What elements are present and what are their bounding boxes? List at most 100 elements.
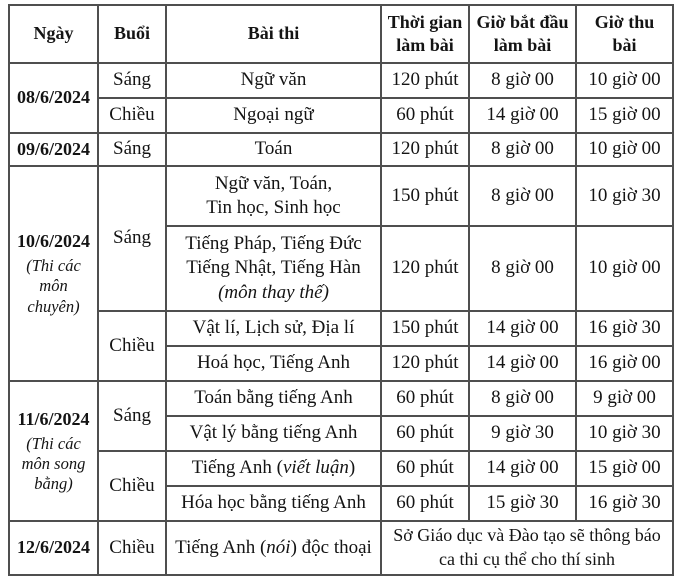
header-collect-line2: bài	[612, 35, 637, 55]
table-row: Chiều Vật lí, Lịch sử, Địa lí 150 phút 1…	[9, 310, 674, 382]
exam-cell: Ngữ văn, Toán, Tin học, Sinh học	[165, 165, 382, 227]
collect-time-cell: 9 giờ 00	[575, 380, 674, 417]
exam-cell: Vật lí, Lịch sử, Địa lí	[165, 310, 382, 347]
header-cell-collect: Giờ thu bài	[575, 4, 674, 64]
date-note: (Thi các môn song bằng)	[21, 433, 86, 494]
exam-cell: Vật lý bằng tiếng Anh	[165, 415, 382, 452]
date-cell-12-6: 12/6/2024	[8, 520, 99, 576]
date-text: 09/6/2024	[16, 138, 90, 159]
start-time-cell: 14 giờ 00	[468, 450, 577, 487]
date-note: (Thi các môn chuyên)	[26, 256, 81, 316]
header-start-line2: làm bài	[493, 35, 552, 55]
exam-cell: Tiếng Pháp, Tiếng Đức Tiếng Nhật, Tiếng …	[165, 225, 382, 312]
exam-cell: Hoá học, Tiếng Anh	[165, 345, 382, 382]
start-time-cell: 14 giờ 00	[468, 97, 577, 134]
start-time-cell: 14 giờ 00	[468, 345, 577, 382]
header-cell-session: Buổi	[97, 4, 167, 64]
table-row: Hóa học bằng tiếng Anh 60 phút 15 giờ 30…	[9, 485, 674, 522]
date-cell-11-6: 11/6/2024 (Thi các môn song bằng)	[8, 380, 99, 522]
session-cell: Sáng	[97, 380, 167, 452]
table-row: Hoá học, Tiếng Anh 120 phút 14 giờ 00 16…	[9, 345, 674, 382]
session-cell: Chiều	[97, 450, 167, 522]
header-row: Ngày Buổi Bài thi Thời gian làm bài Giờ …	[8, 4, 674, 64]
exam-text-pre: Tiếng Anh (	[175, 536, 267, 558]
exam-note: (môn thay thế)	[218, 281, 329, 303]
start-time-cell: 8 giờ 00	[468, 62, 577, 99]
exam-text-post: )	[348, 457, 356, 479]
collect-time-cell: 10 giờ 00	[575, 225, 674, 312]
table-row: Chiều Tiếng Anh (viết luận) 60 phút 14 g…	[9, 450, 674, 522]
exam-cell: Ngữ văn	[165, 62, 382, 99]
table-row: Chiều Ngoại ngữ 60 phút 14 giờ 00 15 giờ…	[9, 97, 674, 134]
exam-schedule-table: Ngày Buổi Bài thi Thời gian làm bài Giờ …	[8, 4, 674, 576]
exam-line1: Ngữ văn, Toán,	[214, 172, 333, 194]
date-cell-09-6: 09/6/2024	[8, 132, 99, 167]
date-cell-08-6: 08/6/2024	[8, 62, 99, 134]
duration-cell: 60 phút	[380, 485, 470, 522]
announcement-cell: Sở Giáo dục và Đào tạo sẽ thông báo ca t…	[380, 520, 674, 576]
exam-text-post: ) độc thoại	[290, 536, 372, 558]
start-time-cell: 8 giờ 00	[468, 165, 577, 227]
date-cell-10-6: 10/6/2024 (Thi các môn chuyên)	[8, 165, 99, 382]
exam-line1: Tiếng Pháp, Tiếng Đức	[185, 233, 362, 255]
date-text: 08/6/2024	[16, 87, 90, 108]
duration-cell: 60 phút	[380, 450, 470, 487]
session-cell: Sáng	[97, 132, 167, 167]
session-cell: Sáng	[97, 62, 167, 99]
exam-cell: Toán	[165, 132, 382, 167]
header-duration-line1: Thời gian	[387, 11, 463, 32]
duration-cell: 150 phút	[380, 310, 470, 347]
exam-text-italic: nói	[266, 536, 291, 558]
exam-line2: Tin học, Sinh học	[206, 197, 341, 218]
start-time-cell: 8 giờ 00	[468, 380, 577, 417]
exam-cell: Toán bằng tiếng Anh	[165, 380, 382, 417]
collect-time-cell: 10 giờ 30	[575, 415, 674, 452]
collect-time-cell: 16 giờ 30	[575, 485, 674, 522]
collect-time-cell: 16 giờ 30	[575, 310, 674, 347]
session-cell: Chiều	[97, 520, 167, 576]
duration-cell: 60 phút	[380, 415, 470, 452]
table-row: 12/6/2024 Chiều Tiếng Anh (nói) độc thoạ…	[8, 520, 674, 576]
date-text: 10/6/2024	[16, 231, 90, 252]
duration-cell: 120 phút	[380, 132, 470, 167]
header-cell-start: Giờ bắt đầu làm bài	[468, 4, 577, 64]
header-collect-line1: Giờ thu	[594, 11, 655, 32]
header-cell-date: Ngày	[8, 4, 99, 64]
exam-text-pre: Tiếng Anh (	[191, 457, 283, 479]
table-row: 08/6/2024 Sáng Ngữ văn 120 phút 8 giờ 00…	[8, 62, 674, 134]
header-cell-exam: Bài thi	[165, 4, 382, 64]
duration-cell: 150 phút	[380, 165, 470, 227]
table-row: Tiếng Pháp, Tiếng Đức Tiếng Nhật, Tiếng …	[9, 225, 674, 312]
start-time-cell: 14 giờ 00	[468, 310, 577, 347]
exam-text-italic: viết luận	[282, 457, 349, 479]
exam-cell: Ngoại ngữ	[165, 97, 382, 134]
collect-time-cell: 10 giờ 00	[575, 132, 674, 167]
start-time-cell: 8 giờ 00	[468, 225, 577, 312]
date-text: 12/6/2024	[16, 537, 90, 558]
exam-cell: Hóa học bằng tiếng Anh	[165, 485, 382, 522]
duration-cell: 120 phút	[380, 225, 470, 312]
collect-time-cell: 15 giờ 00	[575, 450, 674, 487]
collect-time-cell: 10 giờ 00	[575, 62, 674, 99]
start-time-cell: 15 giờ 30	[468, 485, 577, 522]
duration-cell: 120 phút	[380, 345, 470, 382]
header-cell-duration: Thời gian làm bài	[380, 4, 470, 64]
collect-time-cell: 16 giờ 00	[575, 345, 674, 382]
session-cell: Chiều	[97, 310, 167, 382]
duration-cell: 60 phút	[380, 97, 470, 134]
session-cell: Sáng	[97, 165, 167, 312]
start-time-cell: 9 giờ 30	[468, 415, 577, 452]
date-text: 11/6/2024	[17, 408, 90, 429]
table-row: 10/6/2024 (Thi các môn chuyên) Sáng Ngữ …	[8, 165, 674, 382]
duration-cell: 120 phút	[380, 62, 470, 99]
collect-time-cell: 15 giờ 00	[575, 97, 674, 134]
start-time-cell: 8 giờ 00	[468, 132, 577, 167]
table-row: Vật lý bằng tiếng Anh 60 phút 9 giờ 30 1…	[9, 415, 674, 452]
collect-time-cell: 10 giờ 30	[575, 165, 674, 227]
exam-cell: Tiếng Anh (nói) độc thoại	[165, 520, 382, 576]
table-row: 11/6/2024 (Thi các môn song bằng) Sáng T…	[8, 380, 674, 522]
exam-line2: Tiếng Nhật, Tiếng Hàn	[186, 257, 361, 279]
table-row: 09/6/2024 Sáng Toán 120 phút 8 giờ 00 10…	[8, 132, 674, 167]
exam-cell: Tiếng Anh (viết luận)	[165, 450, 382, 487]
duration-cell: 60 phút	[380, 380, 470, 417]
